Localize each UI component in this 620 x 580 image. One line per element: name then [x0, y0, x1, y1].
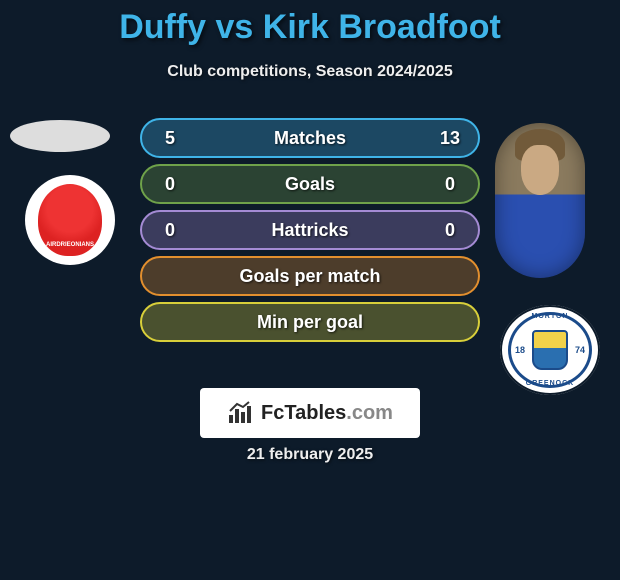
player-face	[521, 145, 559, 195]
crest-left: AIRDRIEONIANS	[25, 175, 115, 265]
crest-right-year-left: 18	[515, 345, 525, 355]
subtitle: Club competitions, Season 2024/2025	[0, 63, 620, 81]
stat-label: Goals	[184, 174, 436, 195]
player-right-photo	[495, 123, 585, 278]
stat-row-4: Min per goal	[140, 302, 480, 342]
page-title: Duffy vs Kirk Broadfoot	[0, 0, 620, 47]
stat-label: Min per goal	[184, 312, 436, 333]
stat-label: Hattricks	[184, 220, 436, 241]
logo-text: FcTables.com	[261, 402, 393, 425]
stat-row-3: Goals per match	[140, 256, 480, 296]
stat-row-1: 0Goals0	[140, 164, 480, 204]
stat-left-value: 5	[156, 128, 184, 149]
logo-brand3: .com	[346, 402, 393, 424]
date: 21 february 2025	[0, 446, 620, 464]
player-left-placeholder	[10, 120, 110, 152]
crest-right: MORTON 18 74 GREENOCK	[500, 305, 600, 395]
crest-right-year-right: 74	[575, 345, 585, 355]
stat-label: Goals per match	[184, 266, 436, 287]
stat-left-value: 0	[156, 220, 184, 241]
logo-brand2: Tables	[284, 402, 346, 424]
stat-label: Matches	[184, 128, 436, 149]
crest-right-inner: MORTON 18 74 GREENOCK	[508, 312, 592, 388]
logo-chart-icon	[227, 401, 255, 425]
stat-right-value: 0	[436, 220, 464, 241]
stat-right-value: 13	[436, 128, 464, 149]
crest-left-text: AIRDRIEONIANS	[46, 242, 94, 248]
logo-brand1: Fc	[261, 402, 284, 424]
crest-left-inner: AIRDRIEONIANS	[38, 184, 102, 256]
crest-right-shield	[532, 330, 568, 370]
logo-box: FcTables.com	[200, 388, 420, 438]
crest-right-top: MORTON	[511, 313, 589, 320]
stat-left-value: 0	[156, 174, 184, 195]
stat-row-0: 5Matches13	[140, 118, 480, 158]
stats-container: 5Matches130Goals00Hattricks0Goals per ma…	[140, 118, 480, 348]
stat-row-2: 0Hattricks0	[140, 210, 480, 250]
crest-right-bottom: GREENOCK	[511, 380, 589, 387]
stat-right-value: 0	[436, 174, 464, 195]
